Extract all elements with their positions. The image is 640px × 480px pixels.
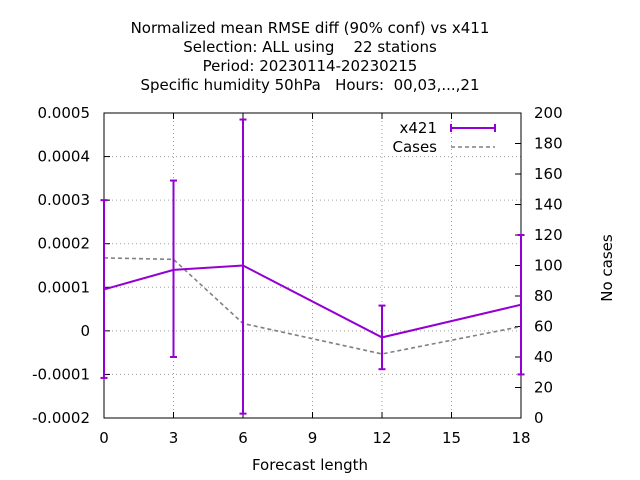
chart-title: Normalized mean RMSE diff (90% conf) vs … bbox=[131, 19, 490, 94]
x-tick-label: 15 bbox=[442, 429, 461, 447]
errorbar bbox=[517, 234, 525, 376]
y-tick-label: -0.0001 bbox=[32, 365, 90, 383]
y-tick-label: 0.0005 bbox=[38, 104, 91, 122]
title-line: Specific humidity 50hPa Hours: 00,03,...… bbox=[140, 76, 479, 94]
y-tick-label: -0.0002 bbox=[32, 409, 90, 427]
series-x421-line bbox=[103, 264, 522, 339]
errorbar bbox=[378, 304, 386, 371]
y2-tick-label: 120 bbox=[534, 226, 563, 244]
x-tick-label: 6 bbox=[238, 429, 248, 447]
x-axis-label: Forecast length bbox=[252, 456, 368, 474]
series bbox=[100, 118, 525, 415]
y2-tick-label: 140 bbox=[534, 196, 563, 214]
errorbar bbox=[100, 199, 108, 379]
y2-tick-label: 100 bbox=[534, 257, 563, 275]
grid bbox=[104, 113, 521, 418]
y-tick-label: 0.0003 bbox=[38, 191, 91, 209]
y2-tick-label: 20 bbox=[534, 379, 553, 397]
y-tick-label: 0.0004 bbox=[38, 148, 91, 166]
y-axis-right: 0 20 40 60 80 100 120 140 160 180 200 bbox=[515, 104, 563, 427]
legend-cases-label: Cases bbox=[392, 138, 437, 156]
x-tick-label: 9 bbox=[308, 429, 318, 447]
title-line: Selection: ALL using 22 stations bbox=[183, 38, 437, 56]
title-line: Normalized mean RMSE diff (90% conf) vs … bbox=[131, 19, 490, 37]
y2-tick-label: 0 bbox=[534, 409, 544, 427]
y-tick-label: 0.0002 bbox=[38, 235, 91, 253]
y-axis-left: -0.0002 -0.0001 0 0.0001 0.0002 0.0003 0.0004 0… bbox=[32, 104, 110, 427]
y2-tick-label: 40 bbox=[534, 348, 553, 366]
x-axis: 0 3 6 9 12 15 18 bbox=[99, 113, 531, 447]
y2-tick-label: 200 bbox=[534, 104, 563, 122]
y2-tick-label: 180 bbox=[534, 135, 563, 153]
y2-tick-label: 60 bbox=[534, 318, 553, 336]
x-tick-label: 18 bbox=[511, 429, 530, 447]
legend-x421-label: x421 bbox=[399, 119, 437, 137]
errorbar bbox=[170, 179, 177, 358]
y-tick-label: 0 bbox=[80, 322, 90, 340]
y-tick-label: 0.0001 bbox=[38, 278, 91, 296]
y2-tick-label: 80 bbox=[534, 287, 553, 305]
y-axis-right-label: No cases bbox=[598, 234, 616, 302]
x-tick-label: 3 bbox=[169, 429, 179, 447]
errorbar bbox=[239, 118, 247, 415]
title-line: Period: 20230114-20230215 bbox=[203, 57, 418, 75]
y2-tick-label: 160 bbox=[534, 165, 563, 183]
x-tick-label: 0 bbox=[99, 429, 109, 447]
x-tick-label: 12 bbox=[372, 429, 391, 447]
